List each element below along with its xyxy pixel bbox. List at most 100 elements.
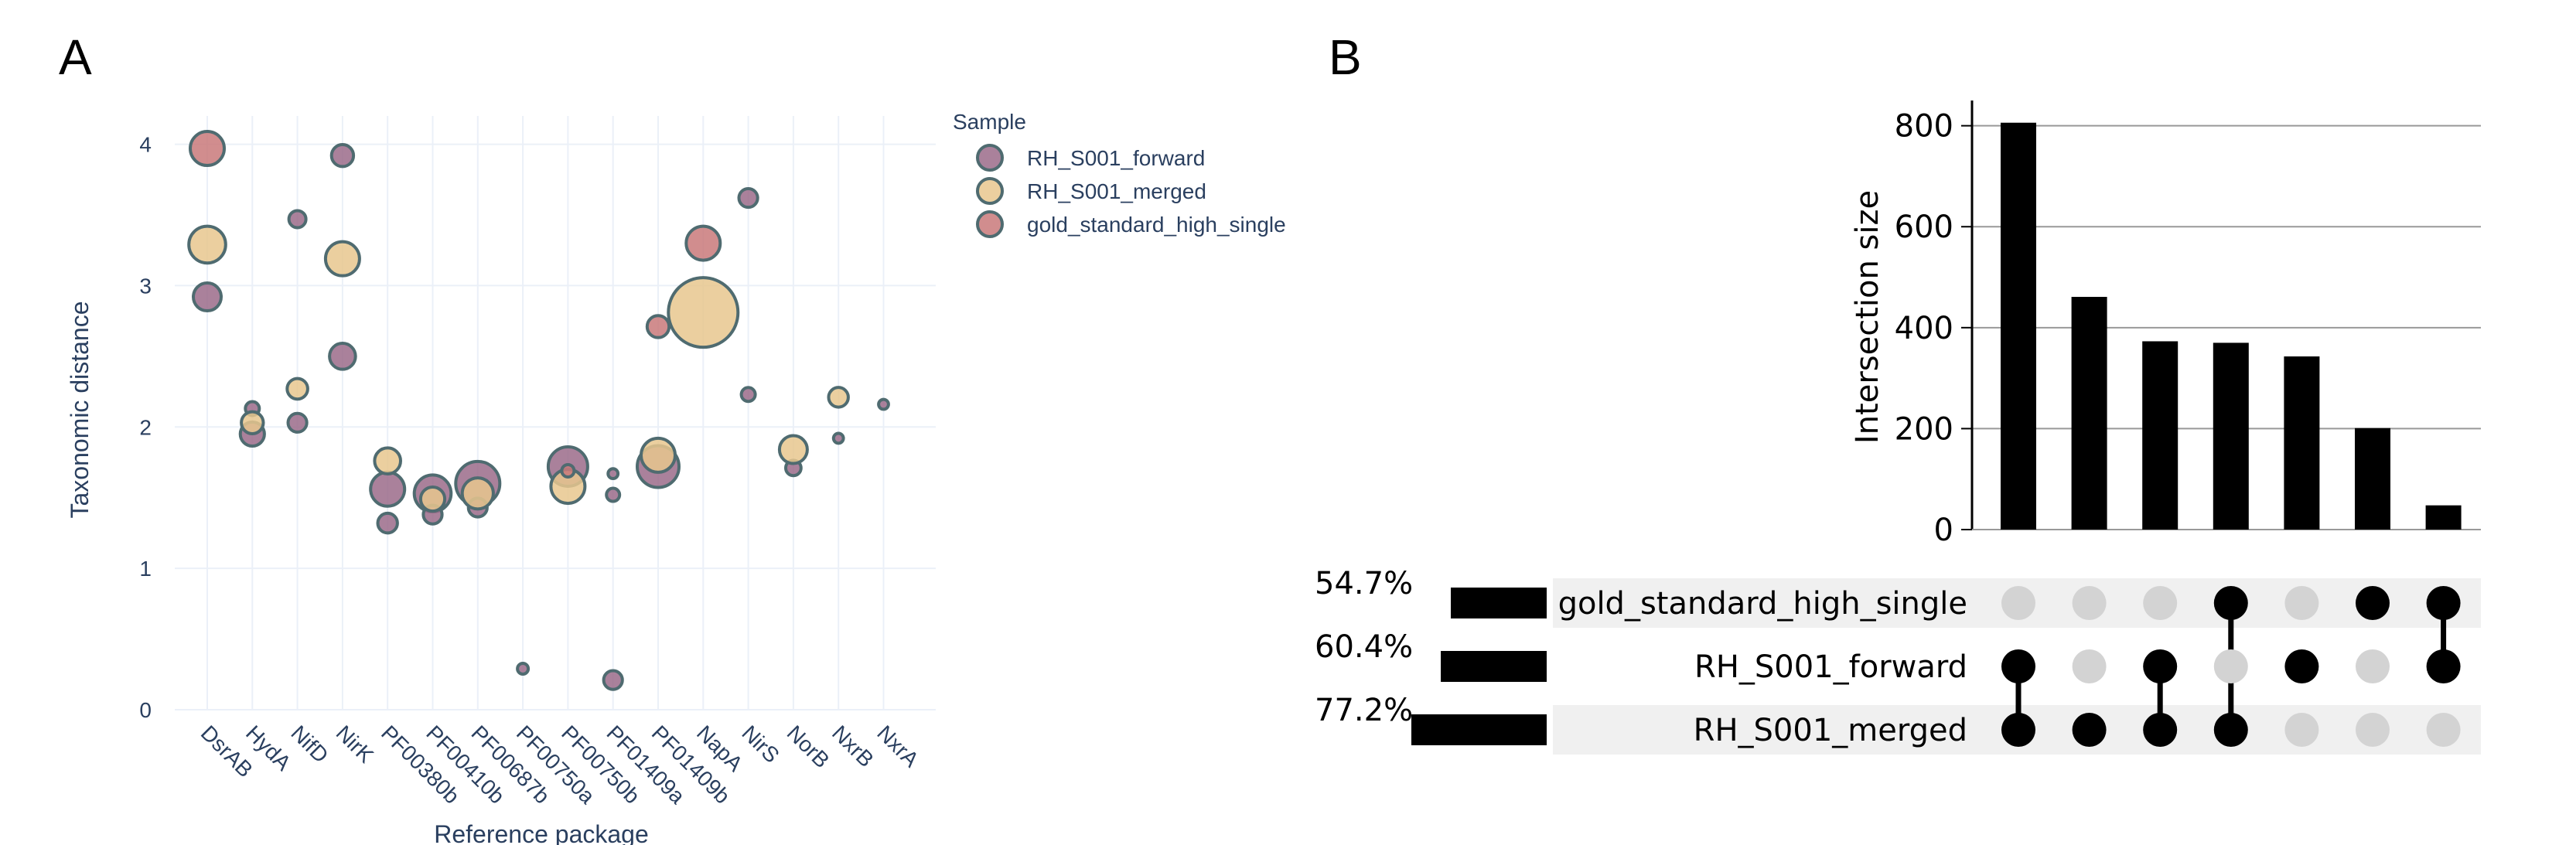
intersection-bars <box>2001 122 2462 530</box>
y-tick-label: 0 <box>139 698 152 722</box>
data-point <box>328 342 357 371</box>
matrix-dot-empty <box>2284 713 2319 747</box>
data-point <box>240 410 265 435</box>
legend-title: Sample <box>953 110 1026 134</box>
matrix-dot-empty <box>2426 713 2461 747</box>
intersection-matrix <box>2001 586 2461 747</box>
y-tick-label: 200 <box>1895 411 1953 447</box>
data-point <box>739 386 757 404</box>
set-size-bar <box>1411 714 1547 745</box>
intersection-bar <box>2071 296 2107 530</box>
y-tick-label: 1 <box>139 557 152 581</box>
x-tick-label: NxrA <box>872 721 923 772</box>
matrix-dot-filled <box>2356 586 2390 620</box>
matrix-dot-filled <box>2426 649 2461 683</box>
matrix-dot-filled <box>2426 586 2461 620</box>
legend-label: gold_standard_high_single <box>1027 213 1286 237</box>
data-point <box>645 314 671 339</box>
data-point <box>605 486 622 503</box>
intersection-bar <box>2284 356 2320 530</box>
data-point <box>187 224 227 265</box>
matrix-dot-filled <box>2001 649 2035 683</box>
intersection-bar <box>2425 505 2462 530</box>
matrix-dot-empty <box>2072 586 2107 620</box>
data-point <box>777 434 809 465</box>
y-tick-label: 400 <box>1895 311 1953 346</box>
panel-label-b: B <box>1329 29 1362 85</box>
data-point <box>516 661 531 676</box>
data-point <box>287 209 308 230</box>
data-point <box>827 386 850 409</box>
matrix-dot-filled <box>2284 649 2319 683</box>
data-point <box>877 397 890 411</box>
x-axis-title: Reference package <box>434 820 649 845</box>
x-tick-label: NirK <box>332 721 379 768</box>
data-point <box>418 485 447 513</box>
data-point <box>831 431 845 445</box>
data-point <box>323 240 361 278</box>
set-size-panel: 54.7% gold_standard_high_single 60.4% RH_S0… <box>1315 566 1967 748</box>
upset-y-ticks: 0 200 400 600 800 <box>1895 109 1953 548</box>
data-point <box>189 130 226 168</box>
set-percent-label: 60.4% <box>1315 629 1413 665</box>
data-point <box>606 467 620 481</box>
data-point <box>329 143 356 169</box>
matrix-dot-filled <box>2143 713 2178 747</box>
data-point <box>460 476 495 511</box>
panel-label-a: A <box>59 29 92 85</box>
matrix-dot-empty <box>2072 649 2107 683</box>
data-point <box>286 411 309 434</box>
matrix-dot-empty <box>2356 649 2390 683</box>
matrix-dot-empty <box>2356 713 2390 747</box>
y-tick-label: 600 <box>1895 210 1953 245</box>
intersection-bar <box>2142 341 2179 530</box>
x-tick-label: NorB <box>783 721 834 772</box>
bubble-chart-points <box>187 130 890 691</box>
legend: Sample RH_S001_forward RH_S001_mergedgold… <box>953 110 1286 238</box>
data-point <box>684 224 722 262</box>
upset-plot-panel: 0 200 400 600 800 54.7% gold_standard_high_si… <box>1315 101 2481 755</box>
bubble-chart-grid <box>175 116 936 710</box>
y-tick-label: 4 <box>139 133 152 157</box>
legend-marker <box>976 144 1004 172</box>
set-percent-label: 77.2% <box>1315 693 1413 728</box>
intersection-bar <box>2213 342 2249 530</box>
y-axis-title: Taxonomic distance <box>66 301 94 518</box>
y-tick-label: 2 <box>139 415 152 439</box>
data-point <box>376 511 399 535</box>
data-point <box>369 470 407 508</box>
data-point <box>737 186 759 210</box>
data-point <box>640 436 677 474</box>
data-point <box>192 281 223 313</box>
set-name-label: RH_S001_merged <box>1694 713 1967 748</box>
legend-label: RH_S001_merged <box>1027 179 1206 203</box>
matrix-dot-filled <box>2213 713 2248 747</box>
y-tick-label: 0 <box>1934 513 1953 548</box>
data-point <box>667 276 740 349</box>
set-size-bar <box>1451 588 1547 618</box>
set-name-label: RH_S001_forward <box>1694 649 1967 685</box>
y-tick-label: 800 <box>1895 109 1953 145</box>
bubble-chart-y-ticks: 0 1 2 3 4 <box>139 133 152 722</box>
set-size-bar <box>1441 651 1547 682</box>
matrix-dot-filled <box>2001 713 2035 747</box>
data-point <box>373 446 403 475</box>
x-tick-label: NxrB <box>827 721 879 772</box>
legend-marker <box>976 177 1004 205</box>
bubble-chart-x-ticks: DsrABHydANifDNirKPF00380bPF00410bPF00687… <box>196 721 924 809</box>
set-percent-label: 54.7% <box>1315 566 1413 601</box>
data-point <box>285 377 309 401</box>
data-point <box>602 669 624 691</box>
bubble-chart-panel: 0 1 2 3 4 DsrABHydANifDNirKPF00380bPF00410bP… <box>66 110 1286 845</box>
intersection-bar <box>2001 122 2036 530</box>
y-tick-label: 3 <box>139 274 152 298</box>
intersection-bar <box>2355 428 2390 530</box>
matrix-dot-empty <box>2143 586 2178 620</box>
matrix-dot-filled <box>2143 649 2178 683</box>
set-name-label: gold_standard_high_single <box>1558 586 1967 622</box>
matrix-dot-filled <box>2072 713 2107 747</box>
matrix-dot-empty <box>2213 649 2248 683</box>
legend-marker <box>976 210 1004 238</box>
data-point <box>560 462 576 479</box>
